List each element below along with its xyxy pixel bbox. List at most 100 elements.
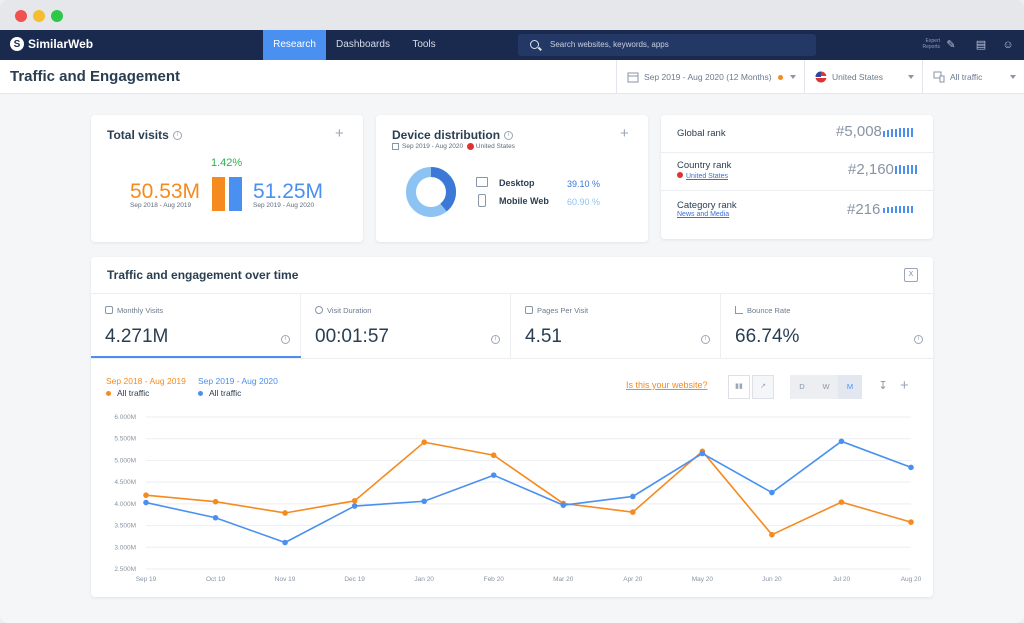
granularity-week[interactable]: W (814, 375, 838, 399)
device-title-text: Device distribution (392, 128, 501, 142)
curr-visits-value: 51.25M (253, 180, 324, 203)
metric-label: Pages Per Visit (537, 306, 589, 315)
maximize-window-button[interactable] (51, 10, 63, 22)
x-tick-label: May 20 (692, 576, 714, 583)
device-distribution-title: Device distribution i (392, 128, 514, 142)
category-rank-row: Category rank News and Media #216 (661, 191, 933, 229)
page-header: Traffic and Engagement Sep 2019 - Aug 20… (0, 60, 1024, 94)
y-tick-label: 6.000M (114, 414, 136, 421)
metric-label: Bounce Rate (747, 306, 791, 315)
device-range: Sep 2019 - Aug 2020 United States (392, 143, 515, 150)
country-rank-trend (895, 165, 917, 174)
metric-label: Monthly Visits (117, 306, 164, 315)
global-rank-row: Global rank #5,008 (661, 115, 933, 153)
category-rank-trend (883, 206, 913, 213)
data-point (351, 498, 358, 504)
granularity-day[interactable]: D (790, 375, 814, 399)
x-tick-label: Nov 19 (275, 576, 296, 583)
page-title: Traffic and Engagement (10, 68, 181, 85)
minimize-window-button[interactable] (33, 10, 45, 22)
add-icon[interactable]: + (900, 377, 909, 394)
close-window-button[interactable] (15, 10, 27, 22)
device-donut-chart (406, 167, 456, 217)
info-icon[interactable]: i (172, 131, 182, 141)
nav-tools[interactable]: Tools (412, 39, 436, 50)
metric-tab-monthly-visits[interactable]: Monthly Visits 4.271M i (91, 294, 301, 358)
info-icon[interactable]: i (701, 335, 710, 344)
global-rank-trend (883, 128, 913, 137)
active-tab-indicator (91, 356, 301, 358)
user-account-icon[interactable]: ☺ (1002, 39, 1014, 51)
prev-visits-range: Sep 2018 - Aug 2019 (130, 202, 192, 209)
search-input[interactable]: Search websites, keywords, apps (518, 34, 816, 56)
total-visits-card (91, 115, 363, 242)
category-rank-link[interactable]: News and Media (677, 211, 730, 218)
data-point (282, 510, 288, 516)
search-placeholder: Search websites, keywords, apps (550, 40, 669, 49)
change-percentage: 1.42% (211, 157, 243, 169)
global-rank-value: #5,008 (836, 123, 882, 140)
book-icon[interactable]: ▤ (975, 39, 987, 51)
mobile-icon (478, 194, 486, 207)
line-chart-toggle[interactable]: ↗ (752, 375, 774, 399)
data-point (143, 499, 149, 506)
info-icon[interactable]: i (281, 335, 290, 344)
traffic-text: All traffic (950, 72, 983, 82)
legend-series-prev-label: All traffic (117, 388, 150, 398)
logo[interactable]: S SimilarWeb (10, 37, 93, 51)
legend-series-prev[interactable]: All traffic (106, 388, 149, 398)
add-icon[interactable]: + (620, 125, 629, 142)
expert-reports-label[interactable]: Expert Reports (922, 38, 940, 50)
calendar-icon (105, 306, 113, 314)
granularity-month[interactable]: M (838, 375, 862, 399)
mobile-label: Mobile Web (499, 196, 549, 206)
metric-tab-bounce-rate[interactable]: Bounce Rate 66.74% i (721, 294, 933, 358)
y-tick-label: 5.500M (114, 436, 136, 443)
data-point (421, 439, 427, 445)
data-point (212, 498, 219, 505)
x-tick-label: Mar 20 (553, 576, 574, 583)
line-chart-icon: ↗ (760, 383, 766, 390)
total-visits-title-text: Total visits (107, 128, 169, 142)
desktop-icon (476, 177, 488, 187)
metric-tab-visit-duration[interactable]: Visit Duration 00:01:57 i (301, 294, 511, 358)
expert-reports-icon[interactable]: ✎ (946, 39, 956, 51)
add-icon[interactable]: + (335, 125, 344, 142)
nav-research[interactable]: Research (263, 30, 326, 60)
info-icon[interactable]: i (914, 335, 923, 344)
devices-icon (933, 71, 945, 83)
nav-dashboards[interactable]: Dashboards (336, 39, 390, 50)
excel-export-icon[interactable]: X (904, 268, 918, 282)
calendar-icon (392, 143, 399, 150)
data-point (490, 472, 497, 478)
download-icon[interactable]: ↧ (878, 380, 888, 392)
date-range-filter[interactable]: Sep 2019 - Aug 2020 (12 Months) (616, 60, 804, 94)
metric-label: Visit Duration (327, 306, 372, 315)
divider (91, 293, 933, 294)
legend-series-curr[interactable]: All traffic (198, 388, 241, 398)
data-point (351, 503, 358, 509)
metric-tab-pages-per-visit[interactable]: Pages Per Visit 4.51 i (511, 294, 721, 358)
device-range-text: Sep 2019 - Aug 2020 (402, 143, 464, 151)
is-this-your-website-link[interactable]: Is this your website? (626, 380, 708, 390)
country-filter[interactable]: United States (804, 60, 922, 94)
data-point (421, 498, 427, 505)
traffic-filter[interactable]: All traffic (922, 60, 1024, 94)
metric-value: 4.51 (525, 326, 562, 347)
country-rank-link[interactable]: United States (677, 172, 728, 180)
x-tick-label: Jan 20 (414, 576, 434, 583)
info-icon[interactable]: i (491, 335, 500, 344)
country-rank-label: Country rank (677, 160, 732, 171)
info-icon[interactable]: i (504, 131, 514, 141)
series-line-0 (145, 441, 912, 536)
metric-value: 00:01:57 (315, 326, 389, 347)
desktop-label: Desktop (499, 178, 535, 188)
y-tick-label: 4.500M (114, 479, 136, 486)
country-rank-row: Country rank United States #2,160 (661, 153, 933, 191)
data-point (560, 502, 567, 508)
legend-series-curr-label: All traffic (209, 388, 242, 398)
bar-chart-toggle[interactable]: ▮▮ (728, 375, 750, 399)
search-icon (530, 40, 539, 49)
category-rank-value: #216 (847, 201, 881, 218)
